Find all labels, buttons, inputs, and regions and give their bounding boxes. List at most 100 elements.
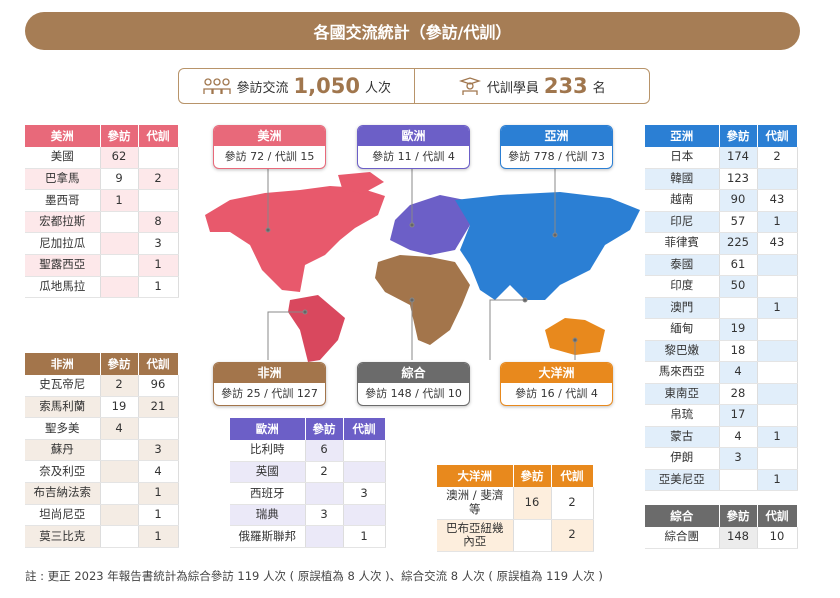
- number-cell: 19: [100, 396, 139, 419]
- name-cell: 坦尚尼亞: [25, 504, 101, 527]
- number-cell: 2: [138, 168, 179, 191]
- name-cell: 馬來西亞: [645, 361, 720, 384]
- header-row: 綜合 參訪 代訓: [645, 505, 798, 527]
- separator: /: [558, 387, 562, 400]
- callout: 歐洲 參訪 11 / 代訓 4: [357, 125, 470, 169]
- number-cell: 225: [719, 232, 758, 255]
- number-cell: 2: [305, 461, 344, 484]
- table-row: 瓜地馬拉 1: [25, 276, 179, 299]
- visit-count: 25: [246, 387, 261, 400]
- number-cell: 28: [719, 383, 758, 405]
- name-cell: 史瓦帝尼: [25, 374, 101, 397]
- number-cell: 1: [138, 525, 179, 548]
- train-total: 233: [543, 74, 588, 98]
- number-cell: 3: [343, 482, 386, 505]
- number-cell: [100, 482, 139, 505]
- name-cell: 巴拿馬: [25, 168, 101, 191]
- graduate-icon: [458, 77, 481, 95]
- callout: 美洲 參訪 72 / 代訓 15: [213, 125, 326, 169]
- number-cell: [100, 525, 139, 548]
- number-cell: 3: [138, 439, 179, 462]
- table-row: 西班牙 3: [230, 482, 386, 505]
- title: 各國交流統計（參訪/代訓）: [25, 12, 800, 50]
- name-cell: 尼加拉瓜: [25, 232, 101, 256]
- name-cell: 越南: [645, 189, 720, 212]
- separator: /: [267, 150, 272, 163]
- name-cell: 墨西哥: [25, 189, 101, 212]
- name-cell: 帛琉: [645, 404, 720, 427]
- north-america: [205, 186, 385, 292]
- name-cell: 黎巴嫩: [645, 340, 720, 362]
- name-cell: 宏都拉斯: [25, 211, 101, 234]
- asia: [455, 192, 640, 300]
- header-row: 亞洲 參訪 代訓: [645, 125, 798, 147]
- callout-title: 綜合: [358, 363, 469, 383]
- name-cell: 聖多美: [25, 417, 101, 440]
- column-header: 參訪: [100, 353, 139, 375]
- number-cell: 17: [719, 404, 758, 427]
- callout-body: 參訪 16 / 代訓 4: [501, 383, 612, 405]
- separator: /: [264, 387, 268, 400]
- name-cell: 巴布亞紐幾內亞: [437, 519, 514, 553]
- number-cell: [343, 461, 386, 484]
- train-count: 4: [447, 150, 455, 163]
- number-cell: 4: [719, 426, 758, 448]
- visit-label: 參訪: [508, 150, 531, 163]
- table-row: 帛琉 17: [645, 404, 798, 427]
- table-row: 巴拿馬 9 2: [25, 168, 179, 191]
- train-label: 代訓: [271, 387, 294, 400]
- column-header: 參訪: [100, 125, 139, 147]
- table-americas: 美洲 參訪 代訓 美國 62 巴拿馬 9 2 墨西哥 1 宏都拉斯 8 尼加拉瓜 3 聖露西亞 1 瓜地馬拉 1: [25, 125, 179, 299]
- name-cell: 澳洲 / 斐濟 等: [437, 487, 514, 520]
- number-cell: [757, 168, 798, 190]
- number-cell: [100, 211, 139, 234]
- name-cell: 俄羅斯聯邦: [230, 525, 306, 549]
- number-cell: [100, 439, 139, 462]
- visit-label: 參訪交流: [236, 80, 289, 96]
- number-cell: [757, 318, 798, 341]
- number-cell: 62: [100, 146, 139, 169]
- column-header: 代訓: [138, 125, 179, 147]
- visit-label: 參訪: [221, 387, 244, 400]
- name-cell: 比利時: [230, 439, 306, 462]
- table-row: 莫三比克 1: [25, 525, 179, 548]
- train-label: 代訓: [274, 150, 297, 163]
- number-cell: [757, 404, 798, 427]
- number-cell: 2: [551, 519, 594, 553]
- table-row: 澳洲 / 斐濟 等 16 2: [437, 487, 594, 520]
- name-cell: 布吉納法索: [25, 482, 101, 505]
- number-cell: 2: [100, 374, 139, 397]
- column-header: 歐洲: [230, 418, 306, 440]
- table-row: 泰國 61: [645, 254, 798, 276]
- number-cell: [757, 275, 798, 298]
- name-cell: 蘇丹: [25, 439, 101, 462]
- table-row: 緬甸 19: [645, 318, 798, 341]
- number-cell: 6: [305, 439, 344, 462]
- callout: 亞洲 參訪 778 / 代訓 73: [500, 125, 613, 169]
- number-cell: 4: [719, 361, 758, 384]
- callout-title: 美洲: [214, 126, 325, 146]
- number-cell: 123: [719, 168, 758, 190]
- visit-unit: 人次: [364, 80, 391, 96]
- table-row: 菲律賓 225 43: [645, 232, 798, 255]
- table-row: 綜合團 148 10: [645, 526, 798, 549]
- leader-lines: [265, 168, 578, 360]
- column-header: 參訪: [513, 465, 552, 487]
- column-header: 代訓: [551, 465, 594, 487]
- table-row: 瑞典 3: [230, 504, 386, 527]
- number-cell: 3: [305, 504, 344, 527]
- column-header: 亞洲: [645, 125, 720, 147]
- number-cell: [138, 417, 179, 440]
- table-row: 越南 90 43: [645, 189, 798, 212]
- table-row: 亞美尼亞 1: [645, 469, 798, 491]
- australia: [545, 318, 605, 355]
- separator: /: [415, 387, 419, 400]
- name-cell: 緬甸: [645, 318, 720, 341]
- name-cell: 日本: [645, 146, 720, 169]
- header-row: 大洋洲 參訪 代訓: [437, 465, 594, 487]
- train-label: 代訓: [565, 387, 588, 400]
- callout: 非洲 參訪 25 / 代訓 127: [213, 362, 326, 406]
- callout-body: 參訪 25 / 代訓 127: [214, 383, 325, 405]
- visit-label: 參訪: [372, 150, 395, 163]
- number-cell: 1: [757, 469, 798, 491]
